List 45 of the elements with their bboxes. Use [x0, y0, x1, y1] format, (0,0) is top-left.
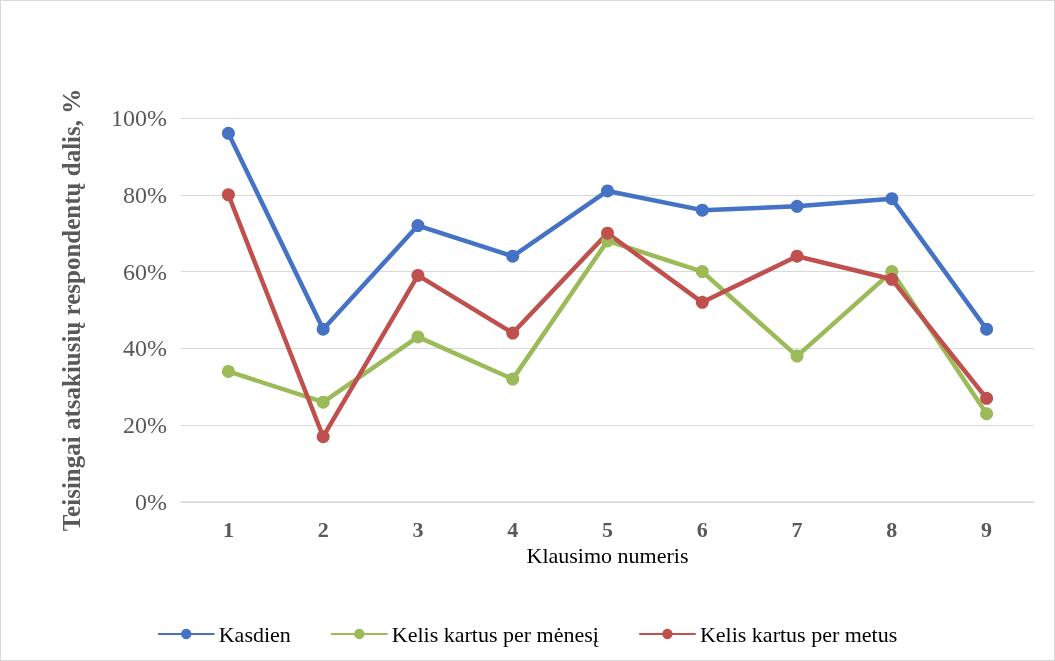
point — [506, 249, 520, 263]
y-tick-label: 100% — [111, 105, 167, 131]
x-tick-label: 3 — [412, 516, 424, 542]
y-axis-title: Teisingai atsakiusių respondentų dalis, % — [57, 88, 85, 532]
point — [790, 349, 804, 363]
point — [980, 407, 994, 421]
legend-label: Kasdien — [218, 621, 291, 647]
x-tick-label: 2 — [317, 516, 329, 542]
point — [221, 188, 235, 202]
x-axis-title: Klausimo numeris — [526, 543, 689, 569]
y-tick-label: 20% — [123, 412, 167, 439]
point — [695, 265, 709, 279]
point — [316, 395, 330, 409]
y-tick-label: 60% — [123, 258, 167, 285]
point — [601, 226, 614, 240]
x-tick-label: 8 — [886, 516, 898, 542]
point — [695, 295, 709, 309]
point — [980, 322, 994, 336]
point — [601, 184, 614, 198]
point — [411, 219, 425, 233]
x-tick-label: 1 — [222, 516, 234, 542]
point — [221, 364, 235, 378]
point — [885, 192, 899, 206]
y-tick-label: 80% — [123, 181, 167, 208]
point — [790, 249, 804, 263]
x-tick-label: 7 — [791, 516, 803, 542]
y-tick-label: 40% — [123, 335, 167, 362]
point — [790, 199, 804, 213]
point — [316, 430, 330, 444]
x-tick-label: 4 — [507, 516, 519, 542]
point — [506, 372, 520, 386]
y-tick-label: 0% — [135, 489, 167, 515]
point — [506, 326, 520, 340]
point — [411, 268, 425, 282]
x-tick-label: 9 — [981, 516, 993, 542]
point — [885, 272, 899, 286]
legend-label: Kelis kartus per metus — [699, 621, 898, 647]
x-tick-label: 6 — [696, 516, 708, 542]
point — [316, 322, 330, 336]
point — [695, 203, 709, 217]
point — [221, 126, 235, 140]
legend-label: Kelis kartus per mėnesį — [391, 621, 599, 647]
point — [411, 330, 425, 344]
point — [980, 391, 994, 405]
x-tick-label: 5 — [602, 516, 613, 542]
